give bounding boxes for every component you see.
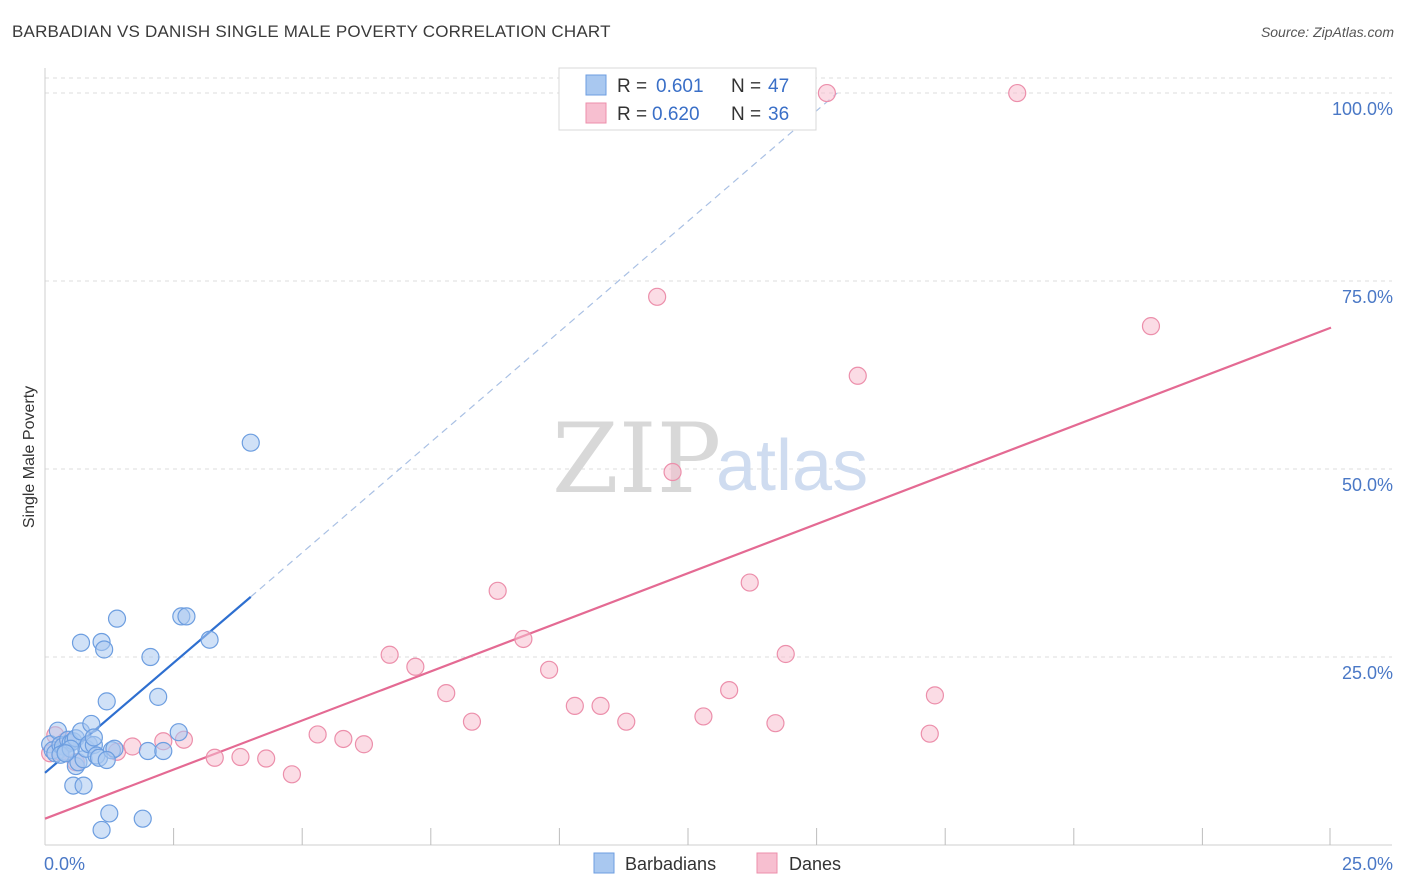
barbadian-point xyxy=(200,630,219,649)
bottom-legend-swatch-danes xyxy=(756,852,778,874)
legend-swatch-barbadians xyxy=(585,74,607,96)
dane-point xyxy=(663,462,682,482)
barbadian-point xyxy=(84,728,103,747)
x-tick-label-max: 25.0% xyxy=(1342,854,1393,874)
legend-r-label-barbadians: R = xyxy=(617,76,647,97)
dane-point xyxy=(1008,83,1027,103)
y-tick-label: 100.0% xyxy=(1332,99,1393,119)
data-points xyxy=(41,83,1161,840)
legend-n-label-danes: N = xyxy=(731,104,761,125)
chart-title: BARBADIAN VS DANISH SINGLE MALE POVERTY … xyxy=(12,22,611,41)
dane-point xyxy=(488,581,507,600)
dane-point xyxy=(437,684,456,703)
barbadian-point xyxy=(92,820,111,840)
watermark: ZIP atlas xyxy=(552,403,868,515)
bottom-legend-label-barbadians: Barbadians xyxy=(625,854,716,874)
dane-point xyxy=(720,680,739,700)
bottom-legend: Barbadians Danes xyxy=(593,852,841,874)
dane-point xyxy=(776,644,795,664)
legend-r-value-danes: 0.620 xyxy=(652,104,700,125)
dane-point xyxy=(282,765,302,784)
y-axis-label: Single Male Poverty xyxy=(21,386,38,528)
y-tick-label: 25.0% xyxy=(1342,663,1393,683)
dane-point xyxy=(920,724,939,743)
barbadian-point xyxy=(241,433,260,452)
dane-point xyxy=(462,712,482,731)
barbadian-point xyxy=(95,640,114,659)
dane-point xyxy=(514,629,533,649)
bottom-legend-label-danes: Danes xyxy=(789,854,841,874)
grid-lines xyxy=(45,77,1392,658)
dane-point xyxy=(648,287,667,306)
barbadian-point xyxy=(154,741,173,761)
dane-point xyxy=(231,747,250,767)
tick-labels: 25.0% 50.0% 75.0% 100.0% 0.0% 25.0% xyxy=(44,99,1393,874)
dane-point xyxy=(565,696,584,715)
dane-point xyxy=(257,749,276,768)
watermark-atlas: atlas xyxy=(716,426,868,506)
dane-point xyxy=(766,714,785,733)
barbadian-point xyxy=(149,687,168,706)
dane-point xyxy=(591,696,610,715)
dane-point xyxy=(617,712,636,731)
legend-r-value-barbadians: 0.601 xyxy=(656,76,704,97)
dane-point xyxy=(205,748,224,767)
barbadian-point xyxy=(56,744,75,763)
barbadian-point xyxy=(97,692,116,711)
legend-n-value-barbadians: 47 xyxy=(768,76,789,97)
legend-swatch-danes xyxy=(585,102,607,124)
dane-point xyxy=(925,686,945,705)
barbadian-point xyxy=(169,723,188,742)
barbadian-point xyxy=(133,809,152,828)
barbadian-point xyxy=(71,633,91,652)
barbadian-point xyxy=(97,750,116,770)
x-tick-label-min: 0.0% xyxy=(44,854,85,874)
barbadian-point xyxy=(177,607,196,626)
legend-n-label-barbadians: N = xyxy=(731,76,761,97)
dane-point xyxy=(406,657,425,676)
dane-point xyxy=(123,737,142,756)
dane-point xyxy=(740,573,759,592)
dane-point xyxy=(308,725,327,744)
barbadian-point xyxy=(138,741,157,761)
top-legend: R = 0.601 N = 47 R = 0.620 N = 36 xyxy=(558,67,817,131)
bottom-legend-swatch-barbadians xyxy=(593,852,615,874)
dane-point xyxy=(540,660,559,679)
dane-point xyxy=(694,707,713,726)
dane-trend-line xyxy=(44,326,1332,820)
dane-point xyxy=(1141,317,1161,336)
barbadian-trend-extension xyxy=(250,92,838,598)
barbadian-point xyxy=(107,609,127,628)
dane-point xyxy=(354,735,374,754)
barbadian-point xyxy=(100,804,119,823)
dane-point xyxy=(334,729,353,749)
dane-point xyxy=(848,366,867,385)
axes xyxy=(44,68,1392,846)
chart-source: Source: ZipAtlas.com xyxy=(1260,24,1394,40)
barbadian-point xyxy=(141,647,160,667)
y-tick-label: 50.0% xyxy=(1342,475,1393,495)
legend-r-label-danes: R = xyxy=(617,104,647,125)
barbadian-point xyxy=(74,776,93,795)
dane-point xyxy=(817,83,836,103)
y-tick-label: 75.0% xyxy=(1342,287,1393,307)
legend-n-value-danes: 36 xyxy=(768,104,789,125)
dane-point xyxy=(380,645,399,664)
watermark-zip: ZIP xyxy=(552,403,721,515)
